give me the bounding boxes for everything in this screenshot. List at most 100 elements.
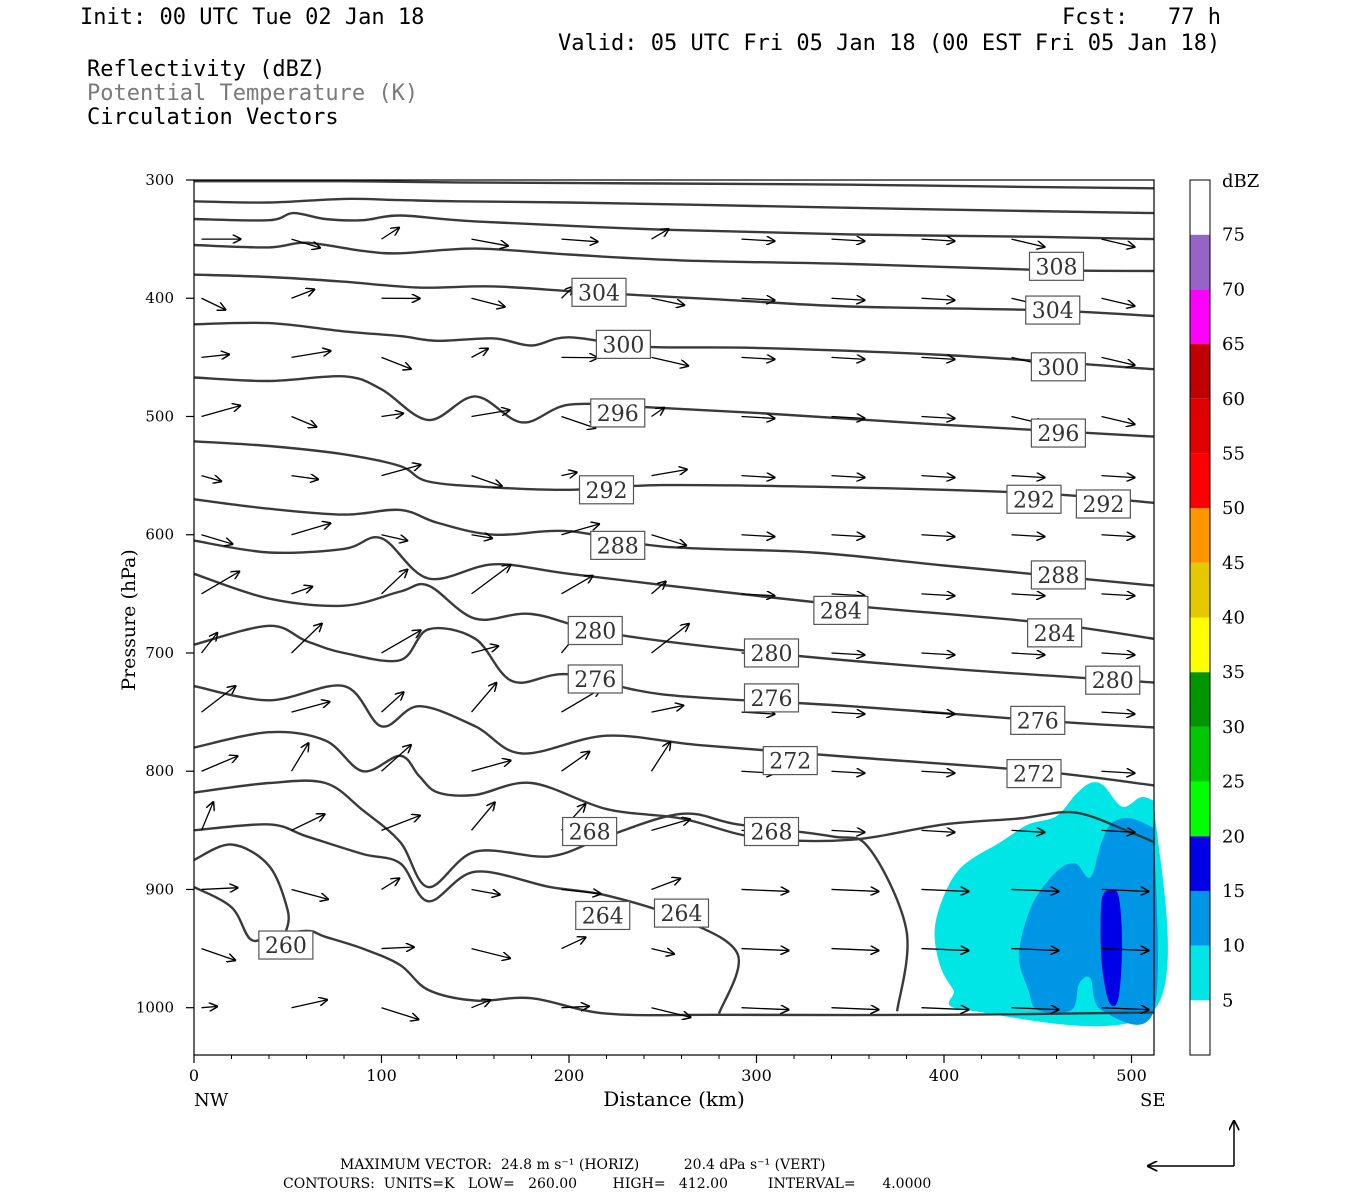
vector-arrow <box>1101 712 1136 714</box>
reflectivity-fill <box>934 782 1168 1027</box>
x-tick-label: 0 <box>189 1066 199 1085</box>
theta-contour-1 <box>193 197 1155 215</box>
vector-arrow <box>1101 476 1136 478</box>
theta-label-3: 300 <box>595 329 651 359</box>
vector-arrow <box>651 623 690 654</box>
vector-arrow <box>651 407 666 418</box>
vector-arrow <box>1011 535 1046 537</box>
vector-arrow <box>381 356 412 369</box>
vector-arrow <box>381 630 422 654</box>
vector-arrow <box>921 476 956 478</box>
x-tick-label: 100 <box>366 1066 397 1085</box>
vector-arrow <box>291 586 314 595</box>
theta-label-text: 284 <box>1034 622 1076 647</box>
x-tick-label: 400 <box>929 1066 960 1085</box>
vector-arrow <box>741 535 776 537</box>
theta-contour-4 <box>193 273 1155 318</box>
theta-label-12: 284 <box>813 595 869 626</box>
theta-label-19: 276 <box>1010 705 1066 735</box>
theta-label-text: 284 <box>820 599 862 624</box>
vector-arrow <box>741 949 790 951</box>
vector-arrow <box>561 239 599 242</box>
x-tick-label: 500 <box>1116 1066 1147 1085</box>
theta-contour-13 <box>193 730 1155 844</box>
theta-label-text: 280 <box>751 642 793 667</box>
vector-arrow <box>741 357 776 359</box>
vector-arrow <box>741 298 776 300</box>
colorbar-segment <box>1190 234 1210 290</box>
colorbar-segment <box>1190 180 1210 235</box>
theta-label-text: 280 <box>574 620 616 645</box>
theta-label-box <box>1030 560 1086 590</box>
theta-label-10: 288 <box>590 530 646 560</box>
vector-arrow <box>831 535 866 537</box>
colorbar-tick-label: 20 <box>1222 826 1245 847</box>
colorbar-tick-label: 45 <box>1222 553 1245 574</box>
contour-info: CONTOURS: UNITS=K LOW= 260.00 HIGH= 412.… <box>283 1176 932 1192</box>
theta-label-text: 304 <box>1032 299 1074 324</box>
theta-label-box <box>762 745 818 776</box>
theta-label-text: 292 <box>1082 493 1124 518</box>
vector-arrow <box>831 476 866 478</box>
theta-label-box <box>813 595 869 626</box>
vector-arrow <box>651 229 670 240</box>
vector-arrow <box>201 947 237 961</box>
axes: 300 400 500 600 700 800 900 1000 0 100 200 300 400 50… <box>136 171 1147 1085</box>
theta-contour-5 <box>193 321 1155 371</box>
theta-label-25: 264 <box>653 898 710 928</box>
colorbar-unit: dBZ <box>1222 171 1259 192</box>
vector-arrow <box>471 682 498 713</box>
vector-arrow <box>831 712 866 714</box>
theta-label-5: 296 <box>590 398 646 428</box>
vector-arrow <box>1011 594 1046 596</box>
vector-arrow <box>201 685 237 713</box>
theta-contour-10 <box>193 572 1155 684</box>
vector-arrow <box>921 712 956 714</box>
theta-label-box <box>1028 251 1085 281</box>
theta-label-16: 280 <box>1085 665 1141 695</box>
theta-contour-2 <box>193 211 1155 241</box>
theta-label-box <box>1025 295 1081 325</box>
theta-label-box <box>1010 705 1066 735</box>
vector-arrow <box>831 653 866 655</box>
theta-label-text: 272 <box>1013 763 1055 788</box>
colorbar-segment <box>1190 890 1210 946</box>
vector-arrow <box>201 571 241 595</box>
colorbar-segment <box>1190 672 1210 727</box>
theta-contour-14 <box>193 779 909 1012</box>
plot-frame <box>193 179 1155 1056</box>
vector-arrow <box>741 594 776 596</box>
vector-arrow <box>1101 889 1150 891</box>
colorbar-segment <box>1190 289 1210 345</box>
theta-label-box <box>1027 618 1083 648</box>
colorbar-tick-label: 35 <box>1222 662 1245 683</box>
refl-15-20 <box>1100 889 1123 1007</box>
vector-arrow <box>471 564 512 595</box>
vector-arrow <box>651 878 682 891</box>
theta-label-15: 280 <box>743 638 800 668</box>
theta-label-13: 284 <box>1027 618 1083 648</box>
vector-arrow <box>921 298 956 300</box>
theta-label-text: 292 <box>1013 488 1055 513</box>
colorbar-tick-label: 70 <box>1222 279 1245 300</box>
vector-arrow <box>741 476 776 478</box>
theta-label-24: 264 <box>575 900 631 931</box>
colorbar-segment <box>1190 562 1210 618</box>
colorbar-segment <box>1190 508 1210 563</box>
vector-arrow <box>471 410 511 418</box>
vector-arrow <box>291 888 329 899</box>
field-reflectivity: Reflectivity (dBZ) <box>87 57 326 82</box>
vector-arrow <box>471 297 506 307</box>
colorbar-frame <box>1189 179 1211 1056</box>
theta-label-text: 260 <box>265 934 307 959</box>
x-left-end-label: NW <box>194 1090 229 1111</box>
theta-label-text: 264 <box>661 902 703 927</box>
y-tick-label: 400 <box>145 289 174 307</box>
colorbar-tick-label: 30 <box>1222 717 1245 738</box>
vector-arrow <box>831 594 866 596</box>
vector-arrow <box>381 413 405 416</box>
vector-arrow <box>651 1007 692 1018</box>
vector-arrow <box>471 474 503 487</box>
vector-arrow <box>201 476 223 482</box>
vector-arrow <box>381 534 409 541</box>
